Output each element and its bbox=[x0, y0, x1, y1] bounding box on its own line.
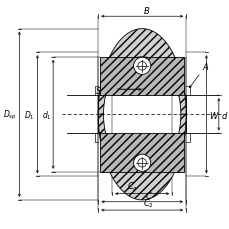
Text: $d_1$: $d_1$ bbox=[42, 109, 52, 121]
Text: $D_{sp}$: $D_{sp}$ bbox=[3, 108, 17, 121]
Polygon shape bbox=[100, 134, 183, 172]
Polygon shape bbox=[98, 30, 185, 115]
Polygon shape bbox=[100, 57, 183, 96]
Text: $A$: $A$ bbox=[201, 61, 209, 72]
Text: $C$: $C$ bbox=[144, 190, 152, 201]
Polygon shape bbox=[98, 115, 185, 200]
Text: $C_2$: $C_2$ bbox=[143, 196, 154, 209]
Text: $S$: $S$ bbox=[94, 85, 101, 95]
Text: $B$: $B$ bbox=[142, 5, 150, 16]
Text: $D_1$: $D_1$ bbox=[24, 109, 35, 121]
Text: $C_a$: $C_a$ bbox=[126, 180, 137, 193]
Text: $d$: $d$ bbox=[220, 109, 227, 120]
Circle shape bbox=[133, 58, 150, 75]
Text: $W$: $W$ bbox=[208, 109, 218, 120]
Circle shape bbox=[133, 155, 150, 172]
